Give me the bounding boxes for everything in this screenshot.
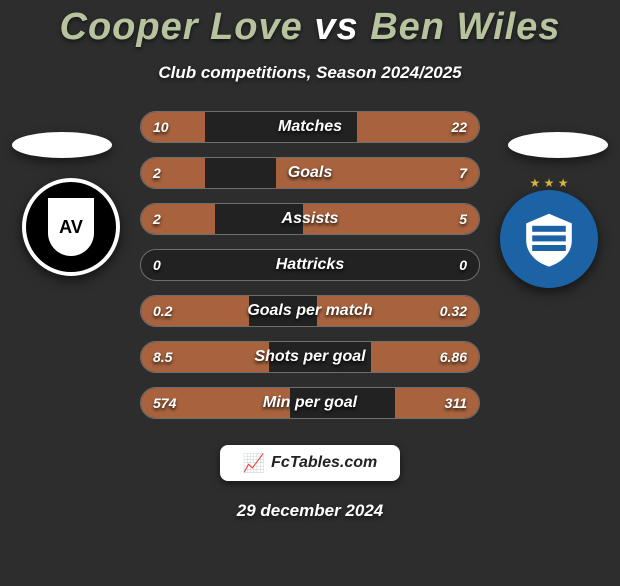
stat-value-right: 6.86 (428, 342, 479, 372)
stat-value-left: 574 (141, 388, 188, 418)
stat-value-left: 0.2 (141, 296, 184, 326)
comparison-bars: 1022Matches27Goals25Assists00Hattricks0.… (0, 111, 620, 419)
stat-row: 0 0Hattricks (140, 249, 480, 281)
stat-row: 1022Matches (140, 111, 480, 143)
stat-value-right: 0.32 (428, 296, 479, 326)
report-date: 29 december 2024 (0, 501, 620, 521)
stat-value-left: 8.5 (141, 342, 184, 372)
fctables-badge: 📈 FcTables.com (220, 445, 400, 481)
stat-row: 574311Min per goal (140, 387, 480, 419)
stat-row: 8.56.86Shots per goal (140, 341, 480, 373)
stat-value-right: 22 (439, 112, 479, 142)
stat-value-left: 10 (141, 112, 181, 142)
subtitle: Club competitions, Season 2024/2025 (0, 63, 620, 83)
stat-row: 25Assists (140, 203, 480, 235)
player1-name: Cooper Love (60, 6, 303, 48)
stat-value-left: 0 (141, 250, 173, 280)
stat-value-right: 7 (447, 158, 479, 188)
stat-value-left: 2 (141, 204, 173, 234)
stat-metric-label: Hattricks (141, 250, 479, 280)
player2-name: Ben Wiles (370, 6, 560, 48)
stat-value-left: 2 (141, 158, 173, 188)
title-vs: vs (314, 6, 358, 48)
stat-row: 27Goals (140, 157, 480, 189)
stat-value-right: 5 (447, 204, 479, 234)
stat-value-right: 311 (433, 388, 479, 418)
stat-row: 0.20.32Goals per match (140, 295, 480, 327)
fctables-text: FcTables.com (271, 454, 377, 472)
fctables-logo-icon: 📈 (243, 453, 265, 474)
stat-value-right: 0 (447, 250, 479, 280)
page-title: Cooper Love vs Ben Wiles (0, 6, 620, 49)
